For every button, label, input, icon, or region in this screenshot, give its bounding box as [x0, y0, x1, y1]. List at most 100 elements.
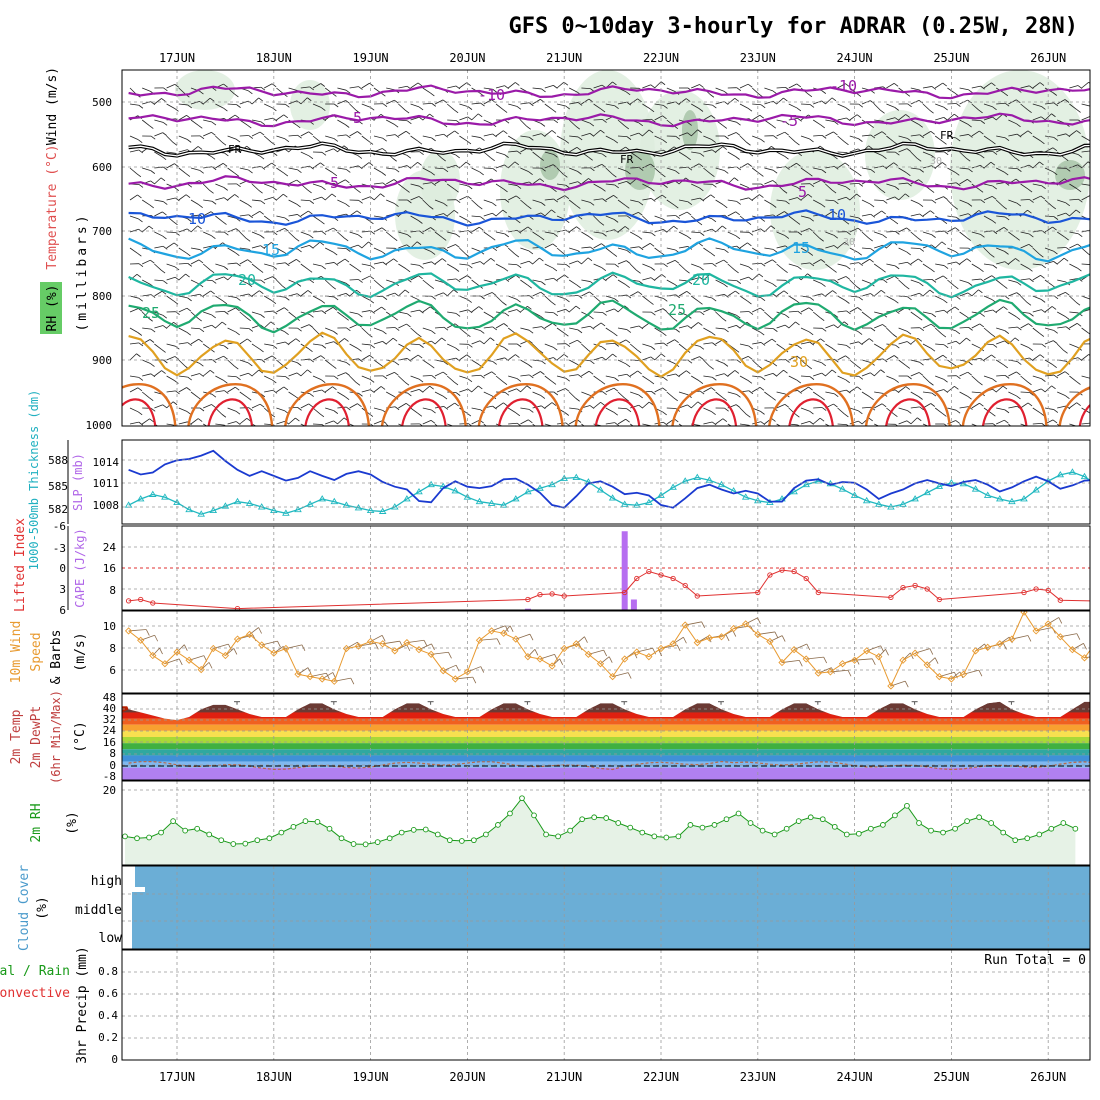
- temperature-contour: [128, 84, 1090, 100]
- wind-barb: [886, 135, 894, 142]
- wind-barb-flag: [575, 397, 580, 402]
- wind-barb-flag: [430, 251, 436, 255]
- wind-barb-flag: [333, 148, 338, 153]
- wind-barb-flag: [223, 355, 228, 360]
- wind-barb-flag: [247, 124, 252, 129]
- wind-barb: [922, 358, 932, 361]
- wind-barb-flag: [992, 309, 998, 314]
- wind-barb-flag: [308, 155, 314, 160]
- wind-barb: [1044, 340, 1054, 345]
- wind-tick-6: 6: [109, 664, 116, 677]
- wind-barb: [800, 228, 810, 233]
- wind-barb-flag: [480, 137, 485, 141]
- wind-barb-flag: [1003, 227, 1009, 231]
- wind-barb: [666, 339, 675, 345]
- wind-barb-flag: [540, 371, 545, 375]
- wind-barb: [605, 353, 613, 361]
- wind-barb: [264, 83, 273, 89]
- wind-barb-flag: [137, 194, 142, 199]
- contour-40-arch: [981, 398, 1028, 426]
- wind-barb: [471, 374, 481, 377]
- wind-barb: [373, 386, 382, 393]
- wind-barb: [849, 114, 858, 121]
- wind-barb: [239, 247, 249, 250]
- wind-barb-flag: [907, 138, 912, 142]
- wind-barb-flag: [161, 349, 166, 353]
- lifted-index-point: [525, 596, 531, 603]
- wind-barb-flag: [747, 107, 753, 112]
- wind-barb: [495, 357, 505, 361]
- wind-barb: [520, 260, 530, 265]
- wind-barb: [483, 423, 487, 426]
- wind-barb-flag: [943, 196, 948, 200]
- wind-barb: [935, 389, 944, 393]
- wind-barb: [629, 98, 638, 105]
- rh-point: [964, 818, 970, 824]
- wind-barb-flag: [613, 387, 619, 392]
- wind-barb-flag: [210, 156, 216, 160]
- wind-barb-flag: [626, 250, 631, 254]
- wind-barb: [861, 213, 871, 217]
- wind-barb: [276, 359, 284, 367]
- wind-barb-flag: [211, 87, 217, 91]
- wind-barb-flag: [551, 130, 557, 134]
- wind-barb-flag: [222, 300, 228, 305]
- wind-barb: [739, 197, 749, 201]
- wind-barb: [373, 247, 383, 253]
- wind-barb: [1094, 306, 1100, 312]
- wind-barb-flag: [235, 410, 241, 415]
- wind-barb: [581, 199, 591, 203]
- wind-barb: [996, 215, 1006, 218]
- wind-barb: [337, 417, 345, 425]
- wind-barb: [654, 353, 662, 361]
- wind-barb: [617, 167, 627, 172]
- wind-barb: [398, 119, 408, 122]
- wind-barb: [264, 343, 274, 346]
- rh-point: [458, 838, 465, 844]
- wind-barb: [239, 199, 248, 205]
- wind-barb: [1094, 392, 1100, 398]
- wind-barb: [532, 257, 540, 265]
- wind-barb-flag: [491, 371, 496, 376]
- wind-barb: [593, 231, 603, 234]
- wind-barb: [239, 231, 247, 239]
- wind-barb-flag: [894, 389, 900, 394]
- wind-barb-flag: [1029, 233, 1034, 238]
- wind-barb: [788, 135, 796, 143]
- wind-barb-flag: [990, 161, 996, 166]
- wind-barb: [361, 275, 371, 281]
- wind-barb: [813, 259, 822, 265]
- wind-barb: [532, 151, 540, 158]
- wind-barb-flag: [284, 138, 290, 143]
- wind-barb: [276, 167, 285, 174]
- wind-barb-flag: [771, 124, 777, 129]
- wind-barb: [1081, 422, 1090, 425]
- wind-barb: [642, 84, 651, 89]
- rh-shading-core: [625, 150, 655, 190]
- wind-barb-flag: [760, 421, 766, 425]
- wind-barb: [605, 103, 615, 107]
- wind-barb: [129, 194, 138, 201]
- wind-barb-flag: [918, 124, 923, 128]
- wind-barb-flag: [467, 388, 473, 393]
- top-date-label: 18JUN: [256, 51, 292, 65]
- wind-barb-flag: [588, 156, 593, 161]
- wind-barb-flag: [404, 381, 410, 386]
- wind-barb: [752, 228, 761, 233]
- wind-barb: [349, 131, 358, 137]
- ylabel-millibars: (millibars): [75, 212, 90, 331]
- wind-barb-flag: [589, 202, 595, 206]
- wind-barb-flag: [431, 375, 437, 379]
- wind-barb: [800, 247, 809, 253]
- wind-barb-flag: [187, 297, 192, 302]
- wind-barb: [947, 215, 957, 218]
- wind-barb: [556, 247, 565, 255]
- wind-barb: [154, 151, 163, 157]
- wind-barb: [398, 103, 406, 111]
- wind-barb: [666, 311, 674, 319]
- rh-point: [940, 829, 946, 836]
- wind-barb-flag: [797, 117, 802, 122]
- wind-barb-flag: [1075, 209, 1081, 214]
- wind-barb-flag: [770, 225, 776, 230]
- wind-barb-flag: [1053, 137, 1059, 141]
